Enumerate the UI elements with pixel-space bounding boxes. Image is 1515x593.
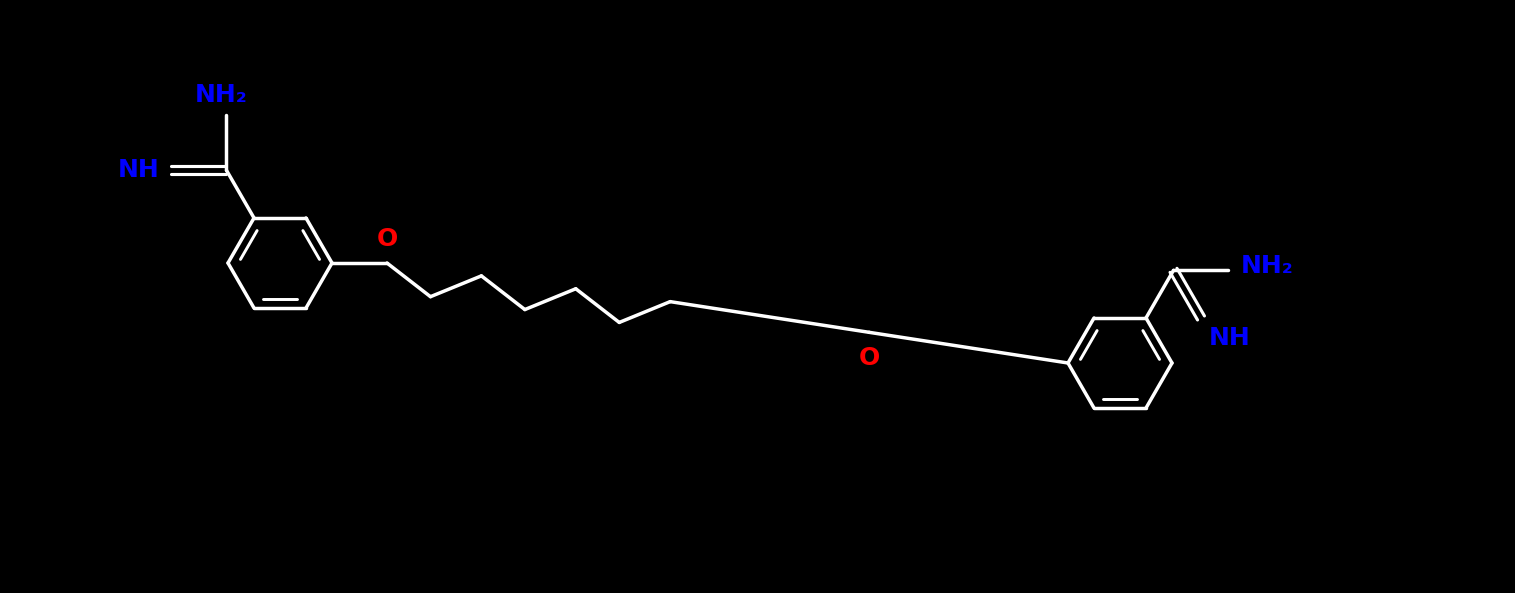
Text: O: O [376, 227, 397, 251]
Text: NH: NH [1209, 326, 1251, 350]
Text: NH₂: NH₂ [195, 84, 248, 107]
Text: NH: NH [118, 158, 159, 182]
Text: NH₂: NH₂ [1241, 254, 1294, 278]
Text: O: O [859, 346, 880, 370]
